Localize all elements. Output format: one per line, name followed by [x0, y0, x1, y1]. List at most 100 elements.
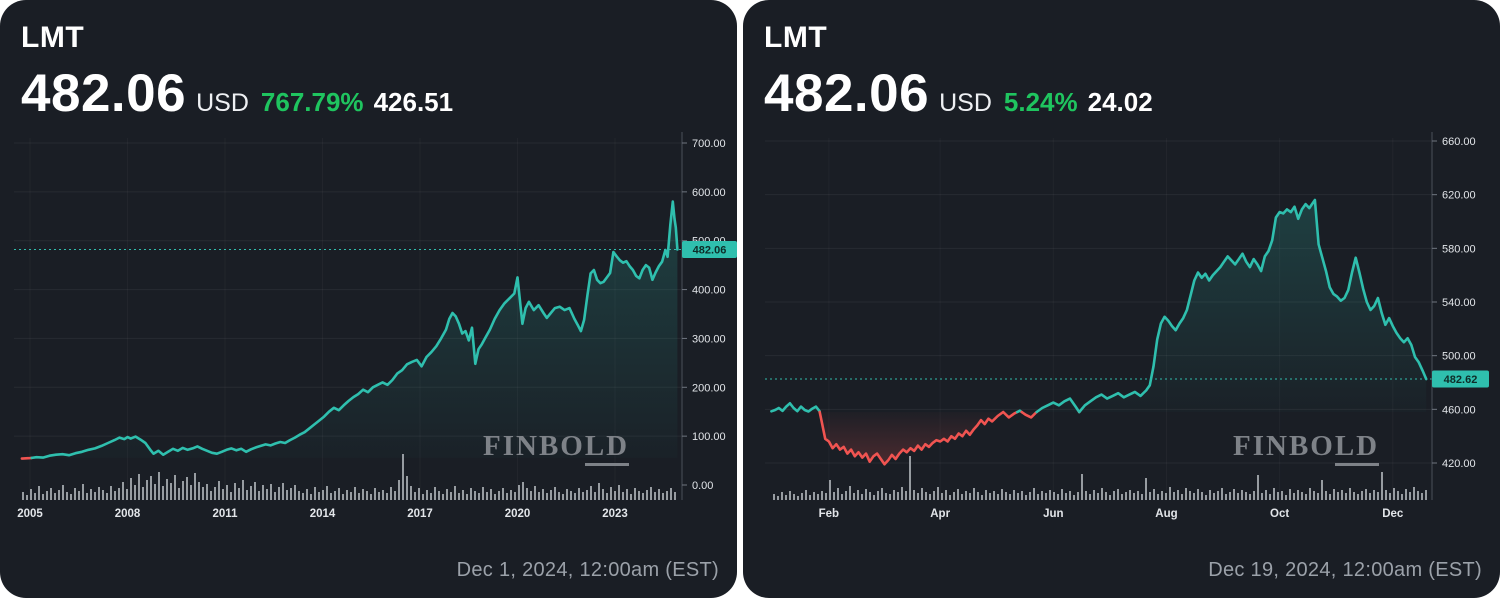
volume-bar	[78, 491, 80, 500]
watermark-text: FINBO	[483, 430, 585, 462]
y-tick-label: 300.00	[692, 333, 726, 345]
volume-bar	[1185, 488, 1187, 500]
volume-bar	[833, 492, 835, 500]
x-axis-labels: Feb Apr Jun Aug Oct Dec	[819, 508, 1404, 520]
volume-bar	[1065, 493, 1067, 500]
volume-bar	[514, 492, 516, 500]
volume-bar	[781, 492, 783, 500]
volume-bar	[82, 484, 84, 500]
volume-bar	[558, 492, 560, 500]
volume-bar	[1293, 493, 1295, 500]
volume-bar	[1093, 490, 1095, 500]
volume-bar	[1097, 493, 1099, 500]
volume-bars	[22, 454, 676, 500]
volume-bar	[1297, 490, 1299, 500]
price-line-positive	[1077, 198, 1428, 414]
area-fill-positive	[1079, 200, 1427, 412]
volume-bar	[90, 489, 92, 500]
volume-bar	[917, 493, 919, 500]
volume-bar	[1009, 494, 1011, 500]
volume-bar	[1217, 491, 1219, 500]
volume-bar	[909, 456, 911, 500]
volume-bar	[418, 488, 420, 500]
watermark-text: FINBO	[1233, 430, 1335, 462]
volume-bar	[622, 492, 624, 500]
volume-bar	[46, 491, 48, 500]
volume-bar	[1417, 491, 1419, 500]
volume-bar	[1269, 494, 1271, 500]
volume-bar	[366, 491, 368, 500]
volume-bar	[154, 484, 156, 500]
volume-bar	[190, 485, 192, 500]
volume-bar	[829, 480, 831, 500]
volume-bar	[530, 491, 532, 500]
volume-bars	[773, 456, 1427, 500]
price-badge-bg	[682, 240, 737, 258]
volume-bar	[1109, 495, 1111, 500]
volume-bar	[989, 493, 991, 500]
volume-bar	[434, 487, 436, 500]
volume-bar	[606, 493, 608, 500]
volume-bar	[1401, 494, 1403, 500]
volume-bar	[30, 489, 32, 500]
volume-bar	[1033, 488, 1035, 500]
volume-bar	[1021, 491, 1023, 500]
volume-bar	[849, 486, 851, 500]
volume-bar	[905, 491, 907, 500]
volume-bar	[993, 491, 995, 500]
volume-bar	[1173, 492, 1175, 500]
volume-bar	[110, 486, 112, 500]
volume-bar	[638, 491, 640, 500]
volume-bar	[1373, 490, 1375, 500]
volume-bar	[286, 490, 288, 500]
volume-bar	[34, 493, 36, 500]
price-line-negative	[818, 410, 1019, 466]
volume-bar	[274, 492, 276, 500]
x-tick-label: 2008	[115, 508, 141, 520]
volume-bar	[957, 489, 959, 500]
volume-bar	[482, 487, 484, 500]
volume-bar	[809, 495, 811, 500]
volume-bar	[1181, 494, 1183, 500]
price-badge-label: 482.62	[1444, 374, 1478, 386]
volume-bar	[845, 491, 847, 500]
volume-bar	[462, 490, 464, 500]
volume-bar	[574, 493, 576, 500]
volume-bar	[1061, 489, 1063, 500]
volume-bar	[949, 495, 951, 500]
x-tick-label: 2011	[213, 508, 239, 520]
volume-bar	[981, 495, 983, 500]
volume-bar	[586, 490, 588, 500]
volume-bar	[582, 492, 584, 500]
volume-bar	[1225, 494, 1227, 500]
volume-bar	[1017, 493, 1019, 500]
volume-bar	[346, 490, 348, 500]
volume-bar	[490, 489, 492, 500]
volume-bar	[1005, 492, 1007, 500]
price-chart-ytd[interactable]: 420.00 460.00 500.00 540.00 580.00 620.00 660.…	[743, 0, 1500, 598]
price-chart-alltime[interactable]: 0.00100.00200.00300.00400.00500.00600.00…	[0, 0, 737, 598]
x-tick-label: 2005	[17, 508, 43, 520]
volume-bar	[186, 477, 188, 500]
volume-bar	[1301, 492, 1303, 500]
volume-bar	[1101, 488, 1103, 500]
volume-bar	[901, 487, 903, 500]
volume-bar	[1369, 493, 1371, 500]
volume-bar	[973, 488, 975, 500]
volume-bar	[54, 493, 56, 500]
volume-bar	[1313, 491, 1315, 500]
y-tick-label: 540.00	[1442, 297, 1476, 309]
volume-bar	[114, 491, 116, 500]
volume-bar	[630, 494, 632, 500]
x-tick-label: 2017	[407, 508, 433, 520]
volume-bar	[1253, 491, 1255, 500]
volume-bar	[410, 486, 412, 500]
volume-bar	[853, 493, 855, 500]
volume-bar	[618, 485, 620, 500]
volume-bar	[550, 490, 552, 500]
change-value: 426.51	[373, 86, 454, 117]
gridlines	[14, 142, 682, 437]
card-header: LMT 482.06 USD 767.79% 426.51	[21, 22, 453, 120]
volume-bar	[330, 493, 332, 500]
